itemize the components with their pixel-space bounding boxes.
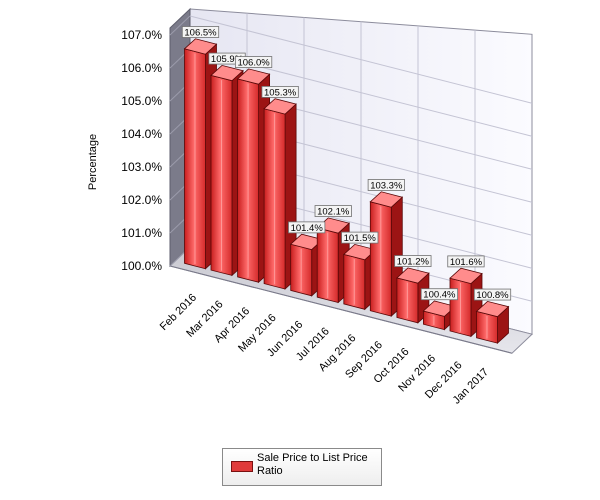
bar-top	[210, 64, 244, 82]
data-label: 100.8%	[476, 290, 509, 301]
data-label-box	[261, 86, 299, 98]
data-label-box	[367, 179, 405, 191]
y-axis-title: Percentage	[87, 134, 99, 190]
data-label: 102.1%	[317, 207, 350, 218]
bar-top	[396, 267, 430, 284]
legend: Sale Price to List Price Ratio	[222, 448, 382, 486]
data-label: 100.4%	[423, 290, 456, 301]
data-label: 101.5%	[344, 233, 377, 244]
bar	[396, 267, 430, 324]
y-tick-label: 104.0%	[121, 127, 162, 141]
y-tick-label: 106.0%	[121, 61, 162, 75]
y-tick-label: 107.0%	[121, 28, 162, 42]
y-tick-label: 100.0%	[121, 259, 162, 273]
data-label: 106.0%	[237, 58, 270, 69]
data-label-box	[341, 231, 379, 244]
data-label-box	[394, 255, 432, 267]
data-label: 105.3%	[264, 87, 297, 98]
data-label-box	[473, 288, 512, 301]
data-label-box	[234, 56, 273, 68]
data-label-box	[420, 288, 459, 301]
data-label: 101.6%	[450, 257, 483, 268]
bar-top	[236, 68, 271, 85]
bar-top	[183, 38, 218, 55]
bar-top	[263, 98, 297, 115]
y-tick-label: 101.0%	[121, 226, 162, 240]
y-tick-label: 102.0%	[121, 193, 162, 207]
data-label: 101.2%	[397, 257, 430, 268]
data-label: 106.5%	[184, 28, 217, 39]
data-label-box	[181, 26, 220, 38]
data-label-box	[447, 255, 485, 268]
data-label-box	[288, 221, 326, 234]
y-tick-label: 103.0%	[121, 160, 162, 174]
data-label-box	[314, 205, 352, 217]
data-label: 103.3%	[370, 180, 403, 191]
data-label: 101.4%	[291, 223, 324, 234]
legend-swatch	[231, 461, 253, 472]
side-gridline	[169, 15, 191, 36]
x-axis-line	[169, 265, 513, 354]
bar-top	[369, 191, 404, 208]
bar-top	[449, 267, 483, 285]
bar	[475, 300, 510, 345]
bar	[263, 98, 297, 290]
y-tick-label: 105.0%	[121, 94, 162, 108]
bar-top	[475, 300, 510, 318]
data-label: 105.9%	[211, 54, 244, 65]
legend-label: Sale Price to List Price Ratio	[257, 452, 368, 477]
